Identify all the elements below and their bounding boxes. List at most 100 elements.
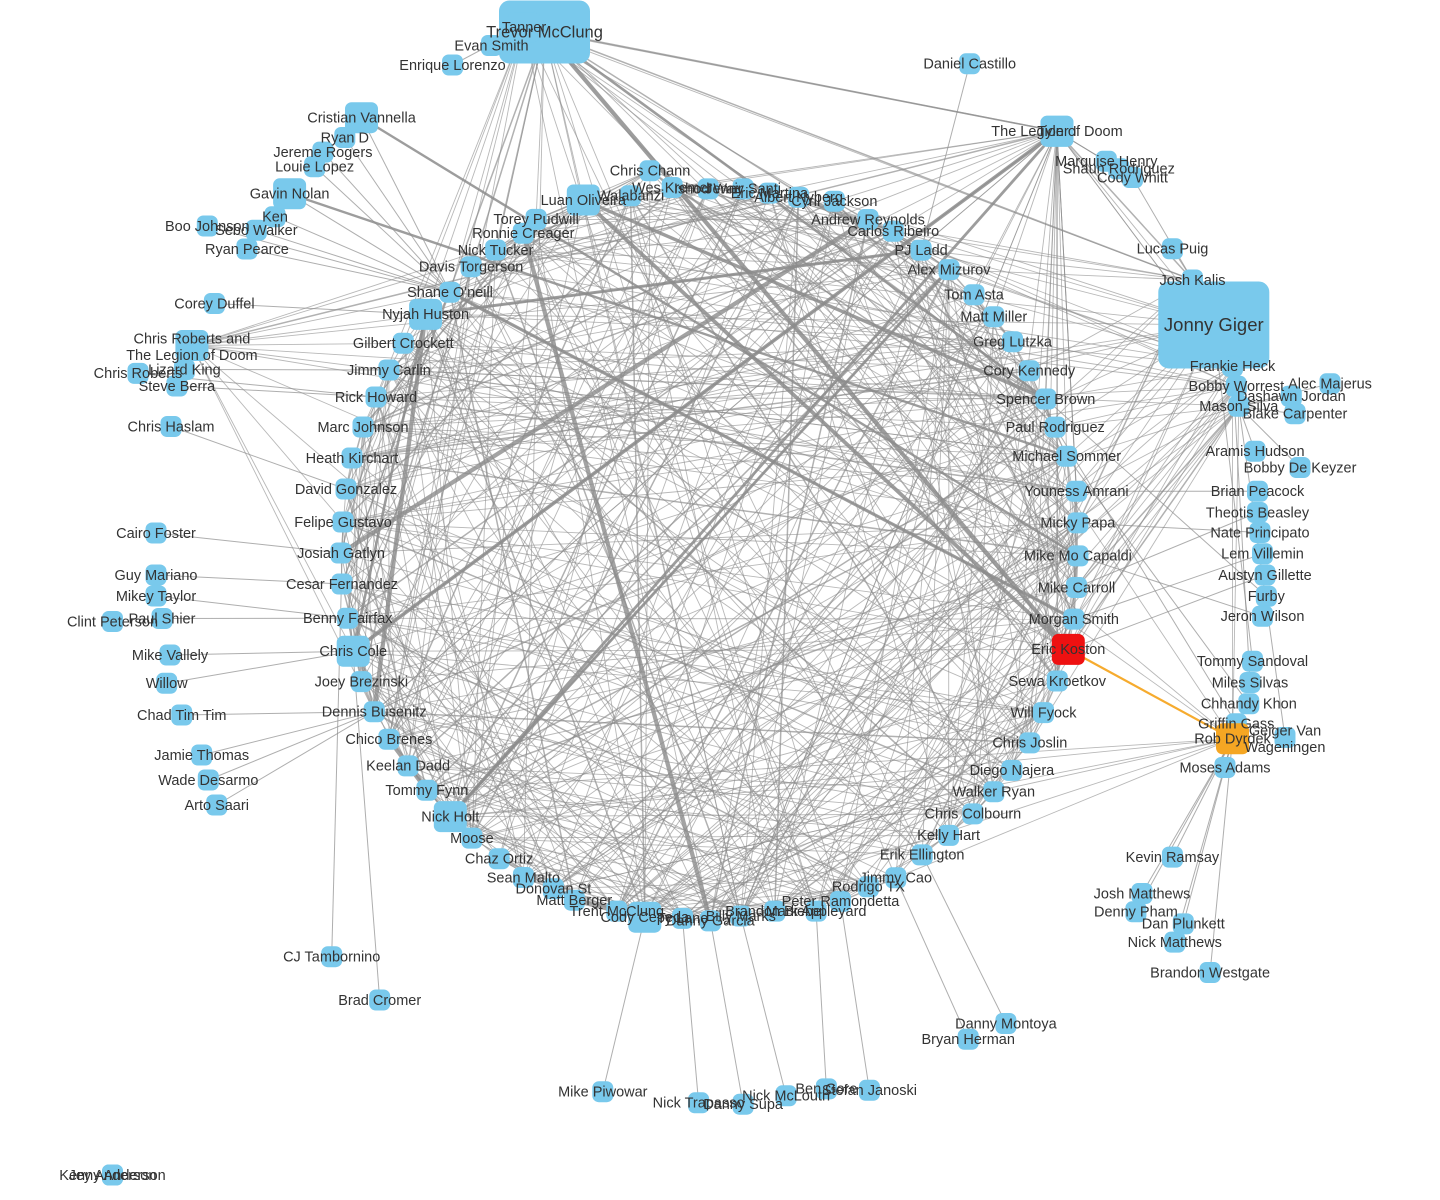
svg-text:Louie Lopez: Louie Lopez [275,160,354,176]
svg-text:Nick Holt: Nick Holt [421,809,479,825]
svg-text:Miles Silvas: Miles Silvas [1212,675,1289,691]
svg-text:Sewa Kroetkov: Sewa Kroetkov [1009,674,1107,690]
svg-text:Lucas Puig: Lucas Puig [1137,242,1209,258]
svg-text:Youness Amrani: Youness Amrani [1024,484,1128,500]
svg-text:Will Fyock: Will Fyock [1010,705,1077,721]
svg-text:Dan Plunkett: Dan Plunkett [1142,917,1225,933]
svg-text:Chris Colbourn: Chris Colbourn [925,807,1022,823]
svg-text:Gilbert Crockett: Gilbert Crockett [353,336,454,352]
svg-text:Diego Najera: Diego Najera [970,763,1056,779]
svg-text:Paul Rodriguez: Paul Rodriguez [1006,420,1105,436]
svg-text:Brandon Westgate: Brandon Westgate [1150,965,1270,981]
svg-text:Austyn Gillette: Austyn Gillette [1218,568,1312,584]
svg-text:Cody Whitt: Cody Whitt [1097,170,1168,186]
svg-text:Josh Kalis: Josh Kalis [1159,273,1225,289]
svg-text:Nate Principato: Nate Principato [1210,525,1309,541]
svg-text:Nick Tucker: Nick Tucker [458,243,534,259]
svg-text:Morgan Smith: Morgan Smith [1029,612,1119,628]
svg-text:CJ Tambornino: CJ Tambornino [283,950,380,966]
svg-text:Brian Peacock: Brian Peacock [1211,484,1305,500]
svg-text:Gavin Nolan: Gavin Nolan [250,187,330,203]
svg-text:Kevin Ramsay: Kevin Ramsay [1126,850,1220,866]
svg-text:Steve Berra: Steve Berra [139,379,216,395]
svg-text:Bryan Herman: Bryan Herman [921,1032,1014,1048]
svg-text:Aramis Hudson: Aramis Hudson [1205,444,1304,460]
svg-text:Ronnie Creager: Ronnie Creager [472,226,575,242]
svg-text:Cory Kennedy: Cory Kennedy [983,364,1076,380]
svg-text:Cristian Vannella: Cristian Vannella [307,111,416,127]
svg-text:Chris Cole: Chris Cole [319,644,387,660]
svg-text:Cesar Fernandez: Cesar Fernandez [286,577,398,593]
svg-text:Blake Carpenter: Blake Carpenter [1243,407,1348,423]
svg-text:Jamie Thomas: Jamie Thomas [154,748,249,764]
svg-text:Alec Majerus: Alec Majerus [1288,377,1372,393]
svg-text:Frankie Heck: Frankie Heck [1190,359,1276,375]
svg-text:Nick Matthews: Nick Matthews [1128,935,1222,951]
svg-text:Felipe Gustavo: Felipe Gustavo [294,515,392,531]
svg-text:Nick Trapasso: Nick Trapasso [653,1096,745,1112]
svg-text:Tommy Sandoval: Tommy Sandoval [1197,654,1308,670]
svg-text:Marc Johnson: Marc Johnson [317,420,408,436]
svg-text:Keelan Dadd: Keelan Dadd [366,759,450,775]
svg-text:Josiah Gatlyn: Josiah Gatlyn [297,546,385,562]
svg-text:Corey Duffel: Corey Duffel [174,296,254,312]
svg-text:Wade Desarmo: Wade Desarmo [158,773,258,789]
svg-text:Joey Brezinski: Joey Brezinski [315,674,408,690]
svg-text:Ryan Pearce: Ryan Pearce [205,242,289,258]
svg-text:Andrew Reynolds: Andrew Reynolds [811,212,925,228]
svg-text:Cairo Foster: Cairo Foster [116,526,196,542]
svg-text:Bobby De Keyzer: Bobby De Keyzer [1244,460,1357,476]
svg-text:Eric Koston: Eric Koston [1031,642,1105,658]
svg-text:Arto Saari: Arto Saari [184,798,248,814]
svg-text:Mike Mo Capaldi: Mike Mo Capaldi [1024,549,1132,565]
svg-text:Jey Anderson: Jey Anderson [69,1168,157,1184]
svg-text:Moose: Moose [450,831,494,847]
svg-text:The Legion of Doom: The Legion of Doom [991,124,1122,140]
svg-text:Brad Cromer: Brad Cromer [338,993,421,1009]
svg-text:Danny Montoya: Danny Montoya [955,1016,1057,1032]
svg-text:Tommy Fynn: Tommy Fynn [385,783,468,799]
svg-text:Jimmy Cao: Jimmy Cao [860,871,933,887]
svg-text:Jeron Wilson: Jeron Wilson [1221,609,1305,625]
svg-text:Tom Asta: Tom Asta [944,288,1005,304]
svg-text:Paul Shier: Paul Shier [129,611,196,627]
svg-text:Evan Smith: Evan Smith [454,38,528,54]
svg-text:Mike Piwowar: Mike Piwowar [558,1085,648,1101]
svg-text:Chaz Ortiz: Chaz Ortiz [465,852,534,868]
svg-text:Matt Miller: Matt Miller [960,310,1027,326]
svg-text:Nyjah Huston: Nyjah Huston [382,307,469,323]
svg-text:Enrique Lorenzo: Enrique Lorenzo [399,58,505,74]
svg-text:Dennis Busenitz: Dennis Busenitz [322,705,427,721]
svg-text:Chico Brenes: Chico Brenes [345,732,432,748]
svg-text:Willow: Willow [146,676,188,692]
svg-text:Josh Matthews: Josh Matthews [1094,886,1191,902]
svg-text:Sebo Walker: Sebo Walker [215,223,298,239]
svg-text:Lizard King: Lizard King [148,362,221,378]
svg-text:Mike Vallely: Mike Vallely [132,648,209,664]
svg-text:PJ Ladd: PJ Ladd [894,243,947,259]
svg-text:Mikey Taylor: Mikey Taylor [116,589,196,605]
svg-text:Jereme Rogers: Jereme Rogers [273,145,372,161]
svg-text:Erik Ellington: Erik Ellington [880,848,965,864]
svg-text:Rob Dyrdek: Rob Dyrdek [1194,732,1271,748]
svg-text:Ryan D: Ryan D [321,130,369,146]
svg-text:Guy Mariano: Guy Mariano [114,568,197,584]
svg-text:Benny Fairfax: Benny Fairfax [303,611,393,627]
svg-text:Davis Torgerson: Davis Torgerson [419,260,524,276]
svg-text:Spencer Brown: Spencer Brown [996,392,1095,408]
svg-text:Chris Haslam: Chris Haslam [127,419,214,435]
svg-text:Tanner: Tanner [502,20,547,36]
svg-text:Greg Lutzka: Greg Lutzka [973,335,1053,351]
svg-text:Furby: Furby [1248,589,1286,605]
svg-text:Luan Oliveira: Luan Oliveira [541,193,627,209]
svg-text:Walker Ryan: Walker Ryan [953,785,1035,801]
svg-text:Chhandy Khon: Chhandy Khon [1201,697,1297,713]
svg-text:David Gonzalez: David Gonzalez [295,482,397,498]
svg-text:Rick Howard: Rick Howard [335,390,417,406]
svg-text:Lem Villemin: Lem Villemin [1221,547,1304,563]
svg-text:Jimmy Carlin: Jimmy Carlin [347,363,431,379]
svg-text:Alex Mizurov: Alex Mizurov [908,262,992,278]
svg-text:Theotis Beasley: Theotis Beasley [1206,505,1310,521]
svg-text:Chris Chann: Chris Chann [610,164,691,180]
